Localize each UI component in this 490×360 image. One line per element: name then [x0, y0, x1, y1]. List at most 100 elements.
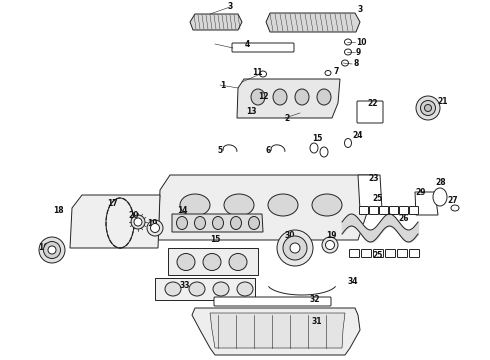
Ellipse shape — [230, 216, 242, 230]
Text: 11: 11 — [252, 68, 263, 77]
Ellipse shape — [165, 282, 181, 296]
Text: 15: 15 — [210, 235, 221, 244]
Text: 32: 32 — [310, 294, 320, 303]
Ellipse shape — [251, 89, 265, 105]
Ellipse shape — [312, 194, 342, 216]
FancyBboxPatch shape — [410, 249, 419, 257]
Ellipse shape — [44, 242, 60, 258]
Text: 22: 22 — [367, 99, 377, 108]
FancyBboxPatch shape — [362, 249, 371, 257]
Text: 34: 34 — [348, 276, 359, 285]
Ellipse shape — [322, 237, 338, 253]
Ellipse shape — [150, 224, 160, 233]
Text: 20: 20 — [128, 211, 139, 220]
Text: 4: 4 — [245, 40, 250, 49]
Ellipse shape — [213, 216, 223, 230]
Polygon shape — [155, 278, 255, 300]
Ellipse shape — [237, 282, 253, 296]
Text: 8: 8 — [353, 59, 358, 68]
Text: 12: 12 — [258, 91, 269, 100]
Text: 31: 31 — [312, 318, 322, 327]
Text: 1: 1 — [220, 81, 225, 90]
Ellipse shape — [451, 205, 459, 211]
Ellipse shape — [203, 253, 221, 270]
Polygon shape — [158, 175, 370, 240]
FancyBboxPatch shape — [397, 249, 408, 257]
Text: 21: 21 — [437, 96, 447, 105]
Text: 25: 25 — [372, 251, 382, 260]
Text: 16: 16 — [38, 243, 49, 252]
FancyBboxPatch shape — [410, 207, 418, 215]
Ellipse shape — [424, 104, 432, 112]
Text: 30: 30 — [285, 231, 295, 240]
Ellipse shape — [213, 282, 229, 296]
Ellipse shape — [344, 49, 351, 55]
Ellipse shape — [325, 240, 335, 249]
Text: 13: 13 — [246, 107, 256, 116]
Text: 6: 6 — [265, 145, 270, 154]
Text: 27: 27 — [447, 195, 458, 204]
Text: 5: 5 — [217, 145, 222, 154]
Text: 14: 14 — [177, 206, 188, 215]
Ellipse shape — [180, 194, 210, 216]
Text: 10: 10 — [356, 37, 367, 46]
Ellipse shape — [342, 60, 348, 66]
FancyBboxPatch shape — [390, 207, 398, 215]
Text: 19: 19 — [147, 219, 157, 228]
Ellipse shape — [433, 188, 447, 206]
Text: 18: 18 — [53, 206, 64, 215]
Ellipse shape — [290, 243, 300, 253]
Ellipse shape — [147, 220, 163, 236]
Ellipse shape — [268, 194, 298, 216]
Ellipse shape — [277, 230, 313, 266]
Text: 3: 3 — [227, 1, 233, 10]
Polygon shape — [358, 175, 382, 210]
Ellipse shape — [344, 39, 351, 45]
FancyBboxPatch shape — [357, 101, 383, 123]
Ellipse shape — [189, 282, 205, 296]
FancyBboxPatch shape — [399, 207, 409, 215]
Ellipse shape — [283, 236, 307, 260]
Ellipse shape — [224, 194, 254, 216]
Polygon shape — [168, 248, 258, 275]
Text: 23: 23 — [368, 174, 378, 183]
FancyBboxPatch shape — [214, 297, 331, 306]
Ellipse shape — [310, 143, 318, 153]
Polygon shape — [172, 214, 263, 232]
Ellipse shape — [48, 246, 56, 254]
FancyBboxPatch shape — [349, 249, 360, 257]
Text: 17: 17 — [107, 198, 118, 207]
Text: 15: 15 — [312, 134, 322, 143]
Text: 9: 9 — [356, 48, 361, 57]
Text: 7: 7 — [334, 67, 340, 76]
Ellipse shape — [131, 215, 145, 229]
FancyBboxPatch shape — [369, 207, 378, 215]
Ellipse shape — [325, 71, 331, 76]
Ellipse shape — [176, 216, 188, 230]
Ellipse shape — [177, 253, 195, 270]
Ellipse shape — [195, 216, 205, 230]
Polygon shape — [70, 195, 160, 248]
Polygon shape — [190, 14, 242, 30]
Polygon shape — [415, 192, 438, 215]
Text: 25: 25 — [372, 194, 382, 202]
Text: 28: 28 — [435, 177, 445, 186]
Text: 33: 33 — [180, 280, 191, 289]
Text: 24: 24 — [352, 131, 363, 140]
Text: 26: 26 — [398, 213, 409, 222]
Ellipse shape — [134, 218, 142, 226]
Polygon shape — [210, 313, 345, 348]
Text: 2: 2 — [284, 113, 289, 122]
FancyBboxPatch shape — [232, 43, 294, 52]
FancyBboxPatch shape — [386, 249, 395, 257]
Text: 19: 19 — [326, 231, 337, 240]
Text: 3: 3 — [358, 5, 363, 14]
Ellipse shape — [317, 89, 331, 105]
Ellipse shape — [229, 253, 247, 270]
Ellipse shape — [39, 237, 65, 263]
Ellipse shape — [273, 89, 287, 105]
FancyBboxPatch shape — [379, 207, 389, 215]
Ellipse shape — [416, 96, 440, 120]
Ellipse shape — [248, 216, 260, 230]
Ellipse shape — [260, 71, 267, 77]
